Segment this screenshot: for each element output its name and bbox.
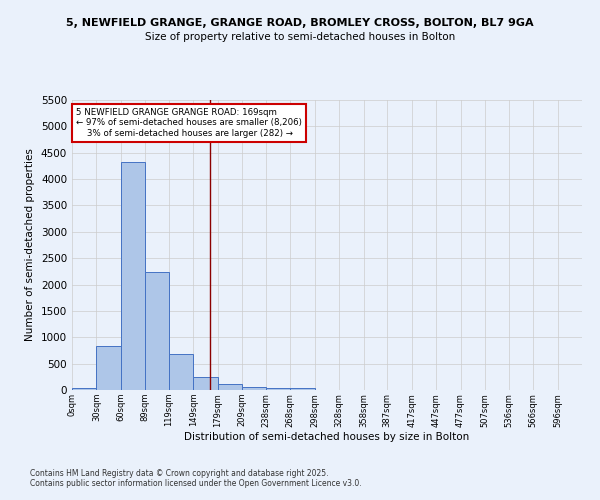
Bar bbox=[169, 354, 193, 390]
Text: Size of property relative to semi-detached houses in Bolton: Size of property relative to semi-detach… bbox=[145, 32, 455, 42]
Text: Contains HM Land Registry data © Crown copyright and database right 2025.: Contains HM Land Registry data © Crown c… bbox=[30, 468, 329, 477]
Bar bbox=[242, 387, 266, 390]
Bar bbox=[145, 272, 169, 390]
Bar bbox=[97, 346, 121, 390]
Text: Contains public sector information licensed under the Open Government Licence v3: Contains public sector information licen… bbox=[30, 478, 362, 488]
Bar bbox=[290, 388, 315, 390]
Bar bbox=[266, 388, 290, 390]
Text: 5 NEWFIELD GRANGE GRANGE ROAD: 169sqm
← 97% of semi-detached houses are smaller : 5 NEWFIELD GRANGE GRANGE ROAD: 169sqm ← … bbox=[76, 108, 302, 138]
Y-axis label: Number of semi-detached properties: Number of semi-detached properties bbox=[25, 148, 35, 342]
X-axis label: Distribution of semi-detached houses by size in Bolton: Distribution of semi-detached houses by … bbox=[184, 432, 470, 442]
Bar bbox=[72, 388, 97, 390]
Text: 5, NEWFIELD GRANGE, GRANGE ROAD, BROMLEY CROSS, BOLTON, BL7 9GA: 5, NEWFIELD GRANGE, GRANGE ROAD, BROMLEY… bbox=[66, 18, 534, 28]
Bar bbox=[218, 384, 242, 390]
Bar bbox=[193, 378, 218, 390]
Bar bbox=[121, 162, 145, 390]
